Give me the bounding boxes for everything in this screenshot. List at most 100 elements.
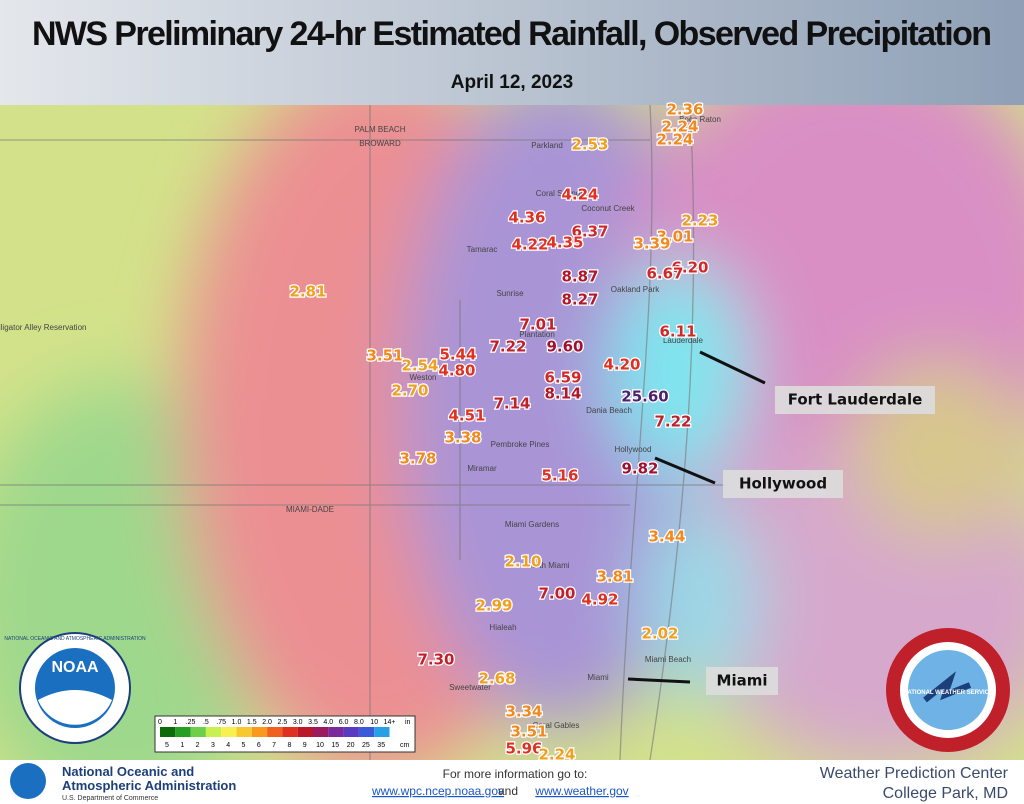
legend-label: .5 (203, 719, 209, 726)
place-name: Miami (587, 673, 609, 682)
legend-swatch (267, 727, 283, 737)
legend-label: 1 (173, 719, 177, 726)
place-name: Boca Raton (679, 115, 721, 124)
legend-swatch (282, 727, 298, 737)
place-name: BROWARD (359, 139, 401, 148)
legend-swatch (205, 727, 222, 737)
nws-text: NATIONAL WEATHER SERVICE (903, 690, 993, 696)
rainfall-value: 9.82 (621, 460, 658, 478)
place-name: Lauderdale (663, 336, 704, 345)
noaa-ring: NATIONAL OCEANIC AND ATMOSPHERIC ADMINIS… (4, 636, 146, 642)
rainfall-value: 2.24 (661, 118, 698, 136)
link[interactable]: www.wpc.ncep.noaa.gov (371, 784, 504, 798)
legend-swatch (313, 727, 329, 737)
legend-label: 6 (257, 742, 261, 749)
rainfall-value: 6.20 (671, 259, 708, 277)
rainfall-value: 5.96 (505, 740, 542, 758)
rainfall-value: 2.10 (504, 553, 541, 571)
place-name: Hialeah (489, 623, 516, 632)
rainfall-value: 2.02 (641, 625, 678, 643)
nws-logo: NATIONAL WEATHER SERVICE (886, 628, 1010, 752)
rain-map (0, 105, 1024, 760)
callout-label: Hollywood (739, 475, 827, 493)
legend-label: 3.0 (293, 719, 303, 726)
legend-label: 20 (347, 742, 355, 749)
legend-label: 2 (196, 742, 200, 749)
legend-swatch (221, 727, 237, 737)
legend-swatch (343, 727, 359, 737)
place-name: Alligator Alley Reservation (0, 323, 86, 332)
place-name: Plantation (519, 330, 555, 339)
legend-label: .25 (186, 719, 196, 726)
rainfall-value: 2.68 (478, 670, 515, 688)
rainfall-value: 3.81 (596, 568, 633, 586)
rainfall-value: 2.81 (289, 283, 326, 301)
location: College Park, MD (883, 785, 1008, 802)
rainfall-value: 25.60 (621, 388, 668, 406)
legend-unit: cm (400, 742, 410, 749)
legend-label: 1.0 (232, 719, 242, 726)
rainfall-value: 7.14 (493, 395, 530, 413)
rainfall-value: 7.22 (489, 338, 526, 356)
rainfall-value: 4.36 (508, 209, 545, 227)
legend-swatch (160, 727, 176, 737)
legend-swatch (251, 727, 268, 737)
legend-label: 5 (165, 742, 169, 749)
legend-label: 3.5 (308, 719, 318, 726)
legend-label: 2.0 (262, 719, 272, 726)
rainfall-value: 4.22 (511, 236, 548, 254)
rainfall-value: 5.44 (439, 346, 476, 364)
legend-swatch (374, 727, 390, 737)
place-name: Coral Gables (533, 721, 580, 730)
place-name: Sweetwater (449, 683, 491, 692)
callout-line (654, 456, 716, 485)
rainfall-value: 2.70 (391, 382, 428, 400)
legend-label: 8 (287, 742, 291, 749)
date: April 12, 2023 (451, 72, 574, 93)
legend-label: 7 (272, 742, 276, 749)
legend-label: 4.0 (323, 719, 333, 726)
rainfall-value: 8.27 (561, 291, 598, 309)
rainfall-value: 3.44 (648, 528, 685, 546)
rainfall-value: 3.51 (366, 347, 403, 365)
rainfall-value: 4.51 (448, 407, 485, 425)
department: U.S. Department of Commerce (62, 795, 158, 802)
legend-label: 15 (331, 742, 339, 749)
callout-label: Miami (717, 672, 768, 690)
legend-swatch (358, 727, 375, 737)
legend-label: 4 (226, 742, 230, 749)
place-name: North Miami (526, 561, 569, 570)
place-name: Miami Beach (645, 655, 691, 664)
info: For more information go to: (443, 767, 588, 781)
rainfall-value: 2.24 (656, 131, 693, 149)
place-name: Miami Gardens (505, 520, 559, 529)
agency: National Oceanic and (62, 764, 194, 779)
legend-label: 3 (211, 742, 215, 749)
rainfall-value: 5.16 (541, 467, 578, 485)
rainfall-value: 4.20 (603, 356, 640, 374)
legend-label: 5 (242, 742, 246, 749)
link[interactable]: www.weather.gov (534, 784, 628, 798)
callout-line (627, 677, 691, 684)
rainfall-value: 3.78 (399, 450, 436, 468)
legend-label: 14+ (384, 719, 396, 726)
legend-label: 0 (158, 719, 162, 726)
rainfall-value: 6.11 (659, 323, 696, 341)
rainfall-value: 4.92 (581, 591, 618, 609)
rainfall-value: 2.53 (571, 136, 608, 154)
rainfall-value: 7.22 (654, 413, 691, 431)
legend-label: 8.0 (354, 719, 364, 726)
rainfall-value: 4.24 (561, 186, 598, 204)
callout-line (699, 350, 766, 385)
legend-swatch (236, 727, 252, 737)
legend-swatch (175, 727, 191, 737)
rainfall-value: 2.36 (666, 101, 703, 119)
rainfall-value: 7.30 (417, 651, 454, 669)
rainfall-value: 3.51 (510, 723, 547, 741)
rainfall-value: 3.38 (444, 429, 481, 447)
place-name: Coral Springs (536, 189, 584, 198)
callout-box (775, 386, 935, 414)
callout-box (706, 667, 778, 695)
legend-swatch (328, 727, 344, 737)
